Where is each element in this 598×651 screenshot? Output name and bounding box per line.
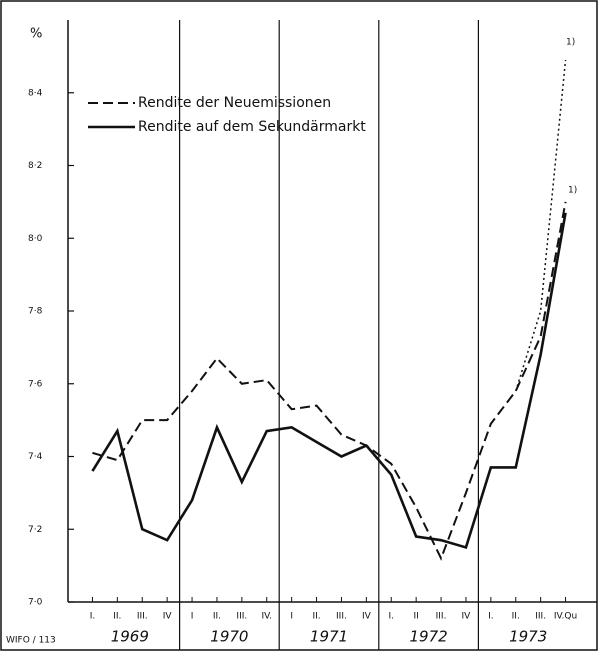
year-label: 1973 — [509, 628, 547, 646]
y-tick-label: 7·8 — [28, 307, 43, 317]
y-tick-label: 7·0 — [28, 598, 43, 608]
x-tick-label: I — [191, 612, 194, 622]
x-tick-label: II — [413, 612, 418, 622]
y-tick-label: 8·4 — [28, 88, 43, 98]
x-tick-label: IV — [362, 612, 372, 622]
x-tick-label: III. — [436, 612, 447, 622]
x-tick-label: III. — [137, 612, 148, 622]
x-tick-label: III. — [336, 612, 347, 622]
annotation: 1) — [568, 186, 577, 196]
x-tick-label: II. — [312, 612, 320, 622]
legend-label: Rendite auf dem Sekundärmarkt — [138, 119, 366, 135]
legend-label: Rendite der Neuemissionen — [138, 95, 331, 111]
x-tick-label: I. — [388, 612, 394, 622]
year-label: 1971 — [310, 628, 348, 646]
y-tick-label: 8·2 — [28, 161, 42, 171]
year-label: 1969 — [111, 628, 149, 646]
y-tick-label: 7·4 — [28, 452, 43, 462]
year-label: 1970 — [210, 628, 248, 646]
y-tick-label: 7·6 — [28, 379, 43, 389]
x-tick-label: IV — [163, 612, 173, 622]
x-tick-label: IV. — [261, 612, 272, 622]
x-tick-label: I. — [90, 612, 96, 622]
annotation: 1) — [566, 38, 575, 48]
x-tick-label: III. — [535, 612, 546, 622]
x-tick-label: I — [290, 612, 293, 622]
y-axis-label: % — [30, 27, 42, 42]
x-tick-label: II. — [512, 612, 520, 622]
x-tick-label: II. — [213, 612, 221, 622]
year-label: 1972 — [410, 628, 448, 646]
source: WIFO / 113 — [6, 636, 56, 646]
line-series — [91, 212, 567, 550]
x-tick-label: III. — [236, 612, 247, 622]
line-series — [92, 201, 567, 561]
x-tick-label: I. — [488, 612, 494, 622]
x-tick-label: II. — [113, 612, 121, 622]
x-tick-label: IV.Qu — [554, 612, 577, 622]
line-series — [515, 59, 567, 392]
x-tick-label: IV — [462, 612, 472, 622]
y-tick-label: 8·0 — [28, 234, 43, 244]
y-tick-label: 7·2 — [28, 525, 42, 535]
